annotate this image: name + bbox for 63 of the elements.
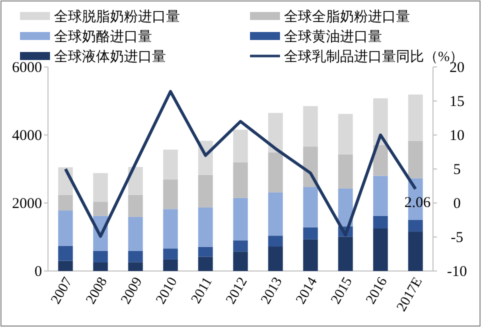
bar [198, 256, 213, 271]
bar [303, 239, 318, 271]
bar [233, 252, 248, 271]
bar [93, 202, 108, 216]
bar [163, 180, 178, 210]
data-label: 2.06 [404, 194, 432, 211]
y2-tick-label: 5 [453, 162, 461, 178]
bar [268, 112, 283, 152]
bar [233, 240, 248, 252]
bar [373, 228, 388, 271]
bar [128, 166, 143, 195]
legend-label: 全球黄油进口量 [284, 29, 382, 45]
bar [408, 232, 423, 271]
bar [338, 114, 353, 154]
bar [268, 236, 283, 247]
bar [128, 194, 143, 217]
bar [58, 260, 73, 271]
bar [163, 150, 178, 180]
bar [373, 176, 388, 216]
bar [128, 262, 143, 271]
y-tick-label: 0 [34, 264, 42, 280]
bar [163, 248, 178, 260]
bar [268, 192, 283, 236]
bar [268, 246, 283, 271]
y2-tick-label: -5 [450, 230, 464, 246]
bar [373, 144, 388, 176]
bar [338, 154, 353, 188]
y-tick-label: 6000 [12, 60, 42, 76]
bar [303, 227, 318, 240]
bar [198, 207, 213, 247]
bar [233, 162, 248, 198]
bar [303, 106, 318, 147]
bar [408, 140, 423, 178]
bar [93, 173, 108, 202]
y-tick-label: 2000 [12, 196, 42, 212]
y2-tick-label: -10 [447, 264, 467, 280]
y2-tick-label: 15 [450, 94, 464, 110]
bar [198, 246, 213, 257]
bar [163, 259, 178, 271]
bar [93, 262, 108, 271]
bar [303, 187, 318, 228]
bar [128, 216, 143, 251]
y2-tick-label: 0 [453, 196, 461, 212]
y-tick-label: 4000 [12, 128, 42, 144]
legend-label: 全球全脂奶粉进口量 [284, 9, 410, 25]
bar [268, 152, 283, 192]
bar [163, 209, 178, 249]
bar [58, 210, 73, 246]
bar [198, 174, 213, 208]
bar [408, 220, 423, 232]
bar [93, 250, 108, 262]
legend-label: 全球奶酪进口量 [54, 29, 152, 45]
bar [373, 216, 388, 228]
y2-tick-label: 10 [450, 128, 464, 144]
bar [128, 250, 143, 262]
bar [233, 130, 248, 162]
legend-label: 全球液体奶进口量 [54, 49, 166, 65]
bar [408, 94, 423, 141]
bar [58, 194, 73, 210]
bar [58, 246, 73, 261]
legend-label: 全球脱脂奶粉进口量 [54, 9, 180, 25]
bar [373, 98, 388, 145]
bar [233, 198, 248, 240]
